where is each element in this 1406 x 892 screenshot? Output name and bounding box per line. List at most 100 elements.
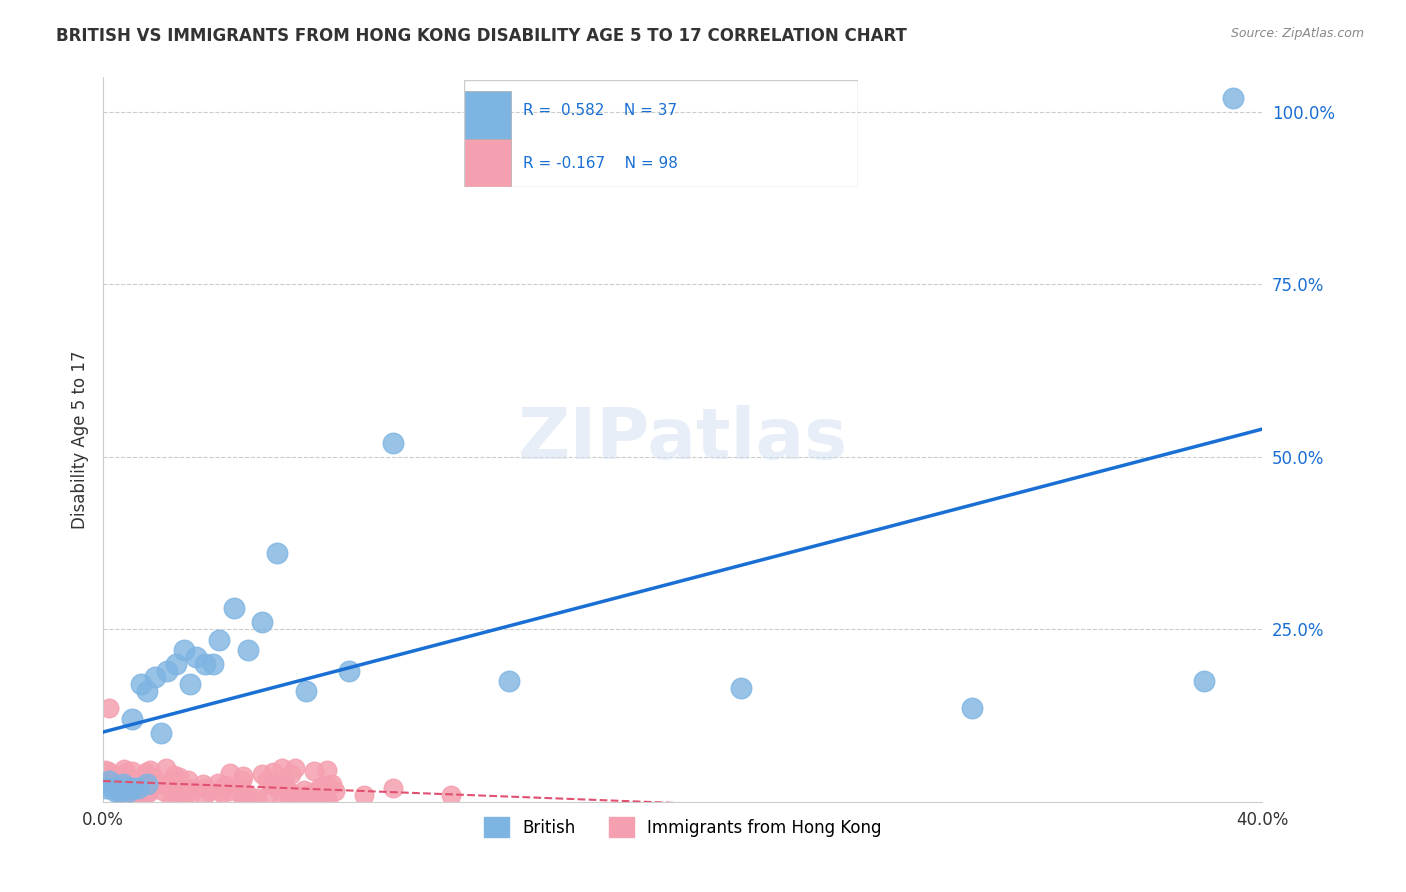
Point (129, 677, 152, 691)
Point (440, 788, 463, 802)
Point (177, 772, 200, 787)
Point (135, 684, 157, 698)
Point (232, 769, 254, 783)
Point (157, 777, 180, 791)
Point (214, 778, 236, 792)
Point (125, 785, 148, 799)
Point (101, 780, 124, 795)
Text: Source: ZipAtlas.com: Source: ZipAtlas.com (1230, 27, 1364, 40)
Point (252, 615, 274, 630)
Point (353, 788, 375, 802)
Point (179, 677, 201, 691)
Point (730, 681, 752, 695)
Point (174, 786, 197, 800)
Point (104, 780, 127, 795)
Point (316, 763, 339, 777)
Point (498, 673, 520, 688)
Point (262, 764, 284, 779)
Point (193, 776, 215, 790)
Point (125, 790, 148, 805)
Point (165, 657, 187, 671)
Point (250, 767, 273, 781)
Point (381, 436, 404, 450)
Point (165, 787, 187, 801)
Point (339, 664, 361, 678)
Point (156, 664, 179, 678)
Point (208, 784, 231, 798)
Point (266, 546, 288, 560)
Point (292, 783, 315, 797)
Point (231, 790, 253, 805)
Point (107, 780, 129, 795)
Point (198, 783, 221, 797)
Point (103, 768, 125, 782)
Point (127, 784, 149, 798)
Point (208, 632, 231, 647)
Point (94, 780, 117, 795)
Point (121, 712, 143, 726)
Point (316, 778, 339, 792)
Text: BRITISH VS IMMIGRANTS FROM HONG KONG DISABILITY AGE 5 TO 17 CORRELATION CHART: BRITISH VS IMMIGRANTS FROM HONG KONG DIS… (56, 27, 907, 45)
FancyBboxPatch shape (464, 139, 512, 187)
Point (271, 793, 294, 807)
Point (127, 780, 149, 795)
Point (138, 783, 160, 797)
Point (135, 780, 157, 795)
Text: R = -0.167    N = 98: R = -0.167 N = 98 (523, 156, 678, 171)
Point (110, 773, 132, 788)
Point (256, 789, 278, 804)
Point (219, 766, 242, 780)
Point (231, 773, 253, 788)
Point (962, 701, 984, 715)
Point (163, 772, 186, 787)
Point (233, 787, 256, 801)
Point (105, 784, 128, 798)
Point (118, 784, 141, 798)
Point (295, 684, 318, 698)
Point (256, 772, 278, 787)
Point (202, 657, 225, 671)
Point (218, 784, 240, 798)
Point (121, 780, 143, 795)
Point (112, 762, 135, 776)
Point (229, 780, 252, 795)
Point (295, 788, 318, 802)
Point (160, 780, 183, 794)
Point (142, 770, 165, 784)
Point (150, 725, 173, 739)
Point (138, 785, 160, 799)
Point (299, 787, 322, 801)
Point (103, 777, 125, 791)
Point (236, 643, 259, 657)
Point (135, 775, 157, 789)
Point (135, 777, 157, 791)
FancyBboxPatch shape (464, 91, 512, 139)
Point (193, 780, 215, 795)
Point (381, 780, 404, 795)
Point (134, 768, 156, 782)
Point (138, 764, 160, 778)
Point (143, 670, 166, 684)
Point (155, 761, 177, 775)
Text: R =  0.582    N = 37: R = 0.582 N = 37 (523, 103, 678, 118)
Point (173, 643, 195, 657)
Point (97, 764, 120, 778)
Point (135, 764, 157, 779)
Point (280, 766, 302, 780)
Point (212, 780, 235, 794)
Point (184, 649, 207, 664)
Y-axis label: Disability Age 5 to 17: Disability Age 5 to 17 (72, 351, 89, 529)
Point (97, 773, 120, 788)
Point (107, 784, 129, 798)
Point (278, 793, 301, 807)
Point (262, 778, 284, 792)
Point (211, 786, 233, 800)
Point (222, 601, 245, 615)
Point (194, 788, 217, 802)
Legend: British, Immigrants from Hong Kong: British, Immigrants from Hong Kong (477, 810, 889, 844)
Point (167, 770, 190, 784)
Point (284, 761, 307, 775)
Point (305, 783, 328, 797)
Point (281, 786, 304, 800)
Point (128, 783, 150, 797)
